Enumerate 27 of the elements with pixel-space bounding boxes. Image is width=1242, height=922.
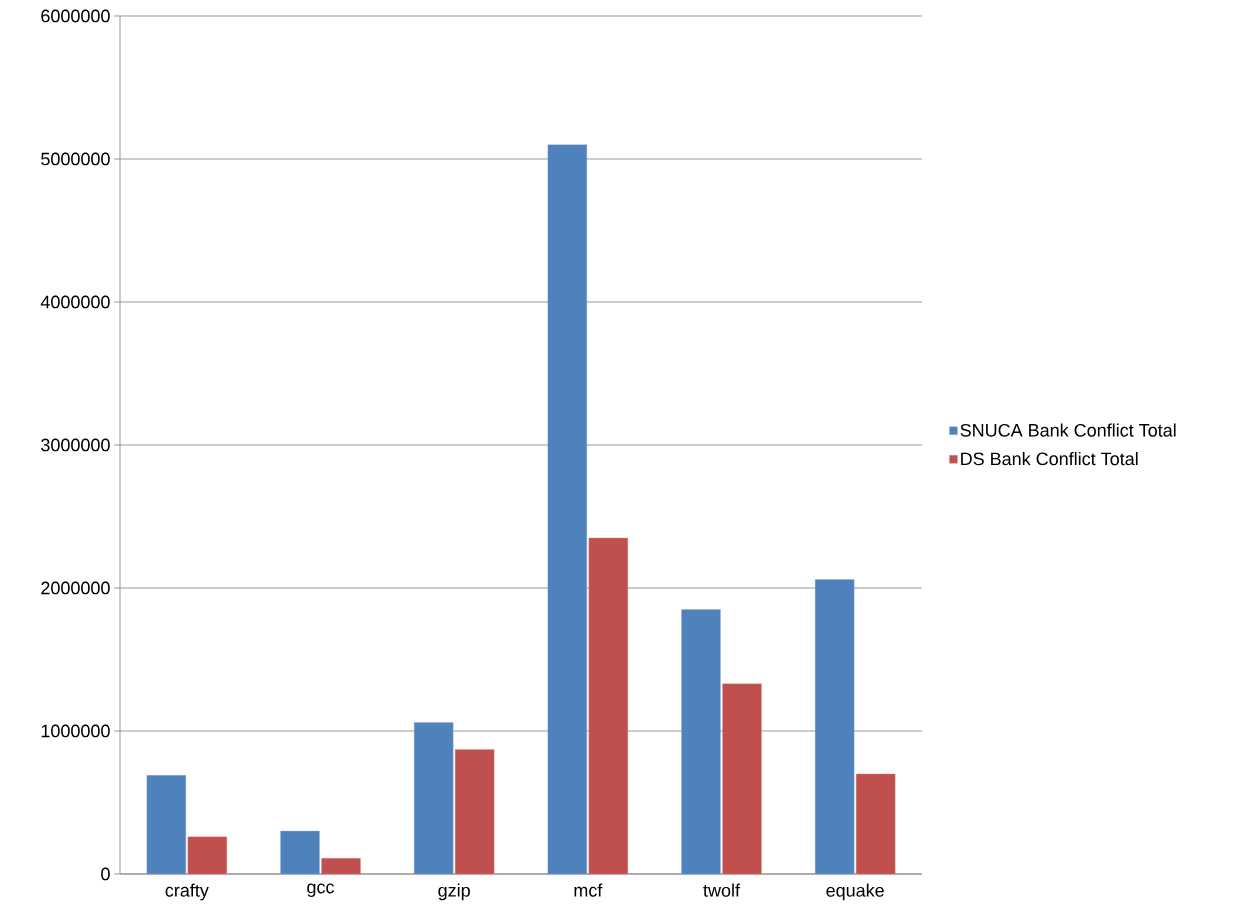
legend-label: SNUCA Bank Conflict Total: [960, 423, 1176, 437]
bar: [413, 722, 454, 875]
bar: [855, 773, 896, 875]
bar: [280, 830, 320, 875]
y-tick-label: 6000000: [41, 9, 110, 23]
x-tick-label: mcf: [574, 883, 603, 897]
bar: [187, 836, 228, 875]
x-tick-label: twolf: [703, 883, 741, 897]
bar: [321, 858, 361, 875]
y-tick-label: 0: [101, 867, 110, 881]
bar: [681, 609, 721, 875]
x-tick-label: gcc: [307, 883, 335, 897]
bar: [588, 537, 629, 875]
y-tick-label: 1000000: [41, 724, 110, 738]
bar: [547, 144, 588, 875]
bar: [722, 683, 762, 875]
y-tick-label: 4000000: [40, 295, 110, 309]
bar: [814, 579, 855, 875]
bar: [146, 775, 187, 875]
x-tick-label: crafty: [165, 883, 209, 901]
y-tick-label: 2000000: [41, 581, 110, 595]
y-tick-label: 5000000: [41, 152, 110, 166]
x-tick-label: gzip: [438, 883, 470, 901]
y-tick-label: 3000000: [41, 438, 110, 452]
bar: [454, 749, 495, 875]
legend-label: DS Bank Conflict Total: [961, 451, 1138, 466]
x-tick-label: equake: [826, 883, 884, 901]
